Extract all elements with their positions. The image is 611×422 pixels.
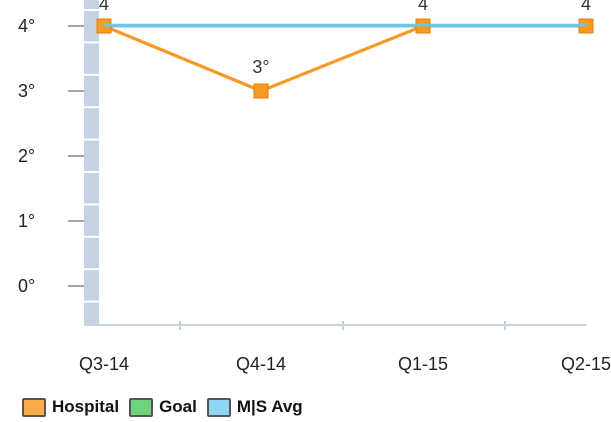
series-layer: [96, 18, 594, 99]
series-line-hospital: [103, 24, 586, 93]
x-tick-label: Q4-14: [236, 354, 286, 374]
legend-label-hospital: Hospital: [52, 397, 120, 416]
hospital-data-label: 4: [581, 0, 591, 14]
y-tick-label: 2°: [18, 146, 35, 166]
legend-swatch-goal: [129, 397, 154, 417]
x-tick-label: Q3-14: [79, 354, 129, 374]
x-tick-label: Q1-15: [398, 354, 448, 374]
legend-item-ms-avg[interactable]: M|S Avg: [206, 397, 303, 417]
hospital-data-label: 4: [99, 0, 109, 14]
chart-legend: Hospital Goal M|S Avg: [22, 397, 303, 417]
legend-item-hospital[interactable]: Hospital: [22, 397, 119, 417]
axis-layer: 0° 1° 2° 3° 4° Q3-14 Q4-14 Q1-15 Q2-15: [18, 0, 611, 374]
legend-label-ms-avg: M|S Avg: [236, 397, 303, 416]
legend-label-goal: Goal: [159, 397, 197, 416]
y-tick-label: 1°: [18, 211, 35, 231]
x-tick-label: Q2-15: [561, 354, 611, 374]
legend-swatch-ms-avg: [206, 397, 231, 417]
legend-item-goal[interactable]: Goal: [129, 397, 197, 417]
label-layer: 4 3° 4 4: [99, 0, 591, 77]
y-tick-label: 3°: [18, 81, 35, 101]
hospital-data-label: 4: [418, 0, 428, 14]
legend-swatch-hospital: [22, 397, 46, 417]
y-tick-label: 0°: [18, 276, 35, 296]
y-axis-bar: [84, 0, 99, 324]
hospital-point: [253, 83, 269, 99]
y-tick-label: 4°: [18, 16, 35, 36]
hospital-data-label: 3°: [252, 57, 269, 77]
